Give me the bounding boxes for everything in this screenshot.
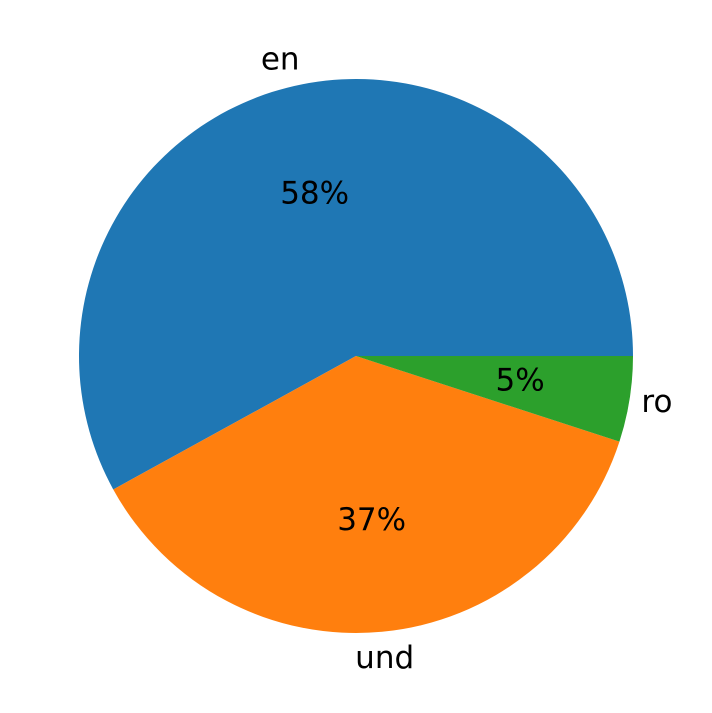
slice-label: en bbox=[261, 41, 300, 77]
value-label: 5% bbox=[496, 362, 545, 398]
pie-slice bbox=[113, 356, 620, 633]
pie-slice bbox=[356, 356, 633, 442]
slice-label: und bbox=[355, 640, 414, 676]
value-label: 37% bbox=[337, 502, 406, 538]
value-label: 58% bbox=[280, 176, 349, 212]
slice-label: ro bbox=[641, 384, 672, 420]
pie-slice bbox=[78, 78, 633, 490]
